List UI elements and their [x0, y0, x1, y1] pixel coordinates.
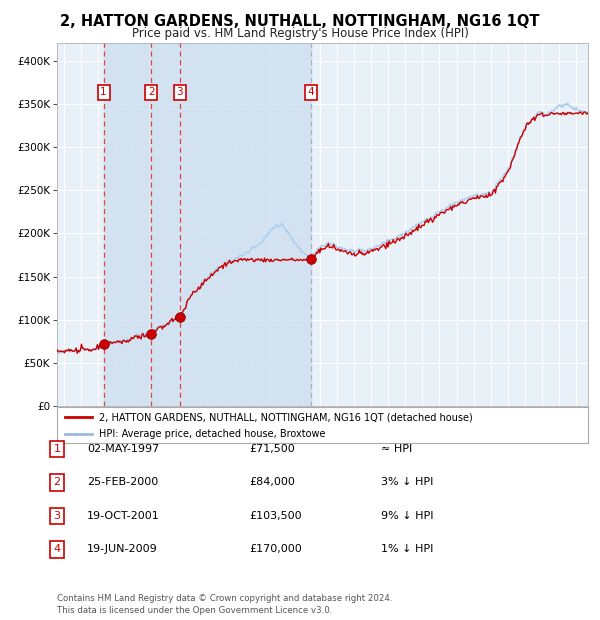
Text: 25-FEB-2000: 25-FEB-2000 — [87, 477, 158, 487]
Text: 2, HATTON GARDENS, NUTHALL, NOTTINGHAM, NG16 1QT (detached house): 2, HATTON GARDENS, NUTHALL, NOTTINGHAM, … — [100, 412, 473, 422]
Text: 1% ↓ HPI: 1% ↓ HPI — [381, 544, 433, 554]
Text: £170,000: £170,000 — [249, 544, 302, 554]
Text: Price paid vs. HM Land Registry's House Price Index (HPI): Price paid vs. HM Land Registry's House … — [131, 27, 469, 40]
Text: 1: 1 — [100, 87, 107, 97]
Text: 9% ↓ HPI: 9% ↓ HPI — [381, 511, 433, 521]
Text: 19-OCT-2001: 19-OCT-2001 — [87, 511, 160, 521]
Text: 3: 3 — [53, 511, 61, 521]
Text: 19-JUN-2009: 19-JUN-2009 — [87, 544, 158, 554]
Text: 2: 2 — [53, 477, 61, 487]
Text: 2, HATTON GARDENS, NUTHALL, NOTTINGHAM, NG16 1QT: 2, HATTON GARDENS, NUTHALL, NOTTINGHAM, … — [60, 14, 540, 29]
Text: 3: 3 — [176, 87, 183, 97]
Text: 4: 4 — [307, 87, 314, 97]
Text: 02-MAY-1997: 02-MAY-1997 — [87, 444, 159, 454]
Text: £71,500: £71,500 — [249, 444, 295, 454]
Text: 2: 2 — [148, 87, 155, 97]
Text: ≈ HPI: ≈ HPI — [381, 444, 412, 454]
Text: Contains HM Land Registry data © Crown copyright and database right 2024.
This d: Contains HM Land Registry data © Crown c… — [57, 594, 392, 615]
Text: £84,000: £84,000 — [249, 477, 295, 487]
Text: 1: 1 — [53, 444, 61, 454]
Bar — [104, 43, 311, 406]
Text: £103,500: £103,500 — [249, 511, 302, 521]
Text: 4: 4 — [53, 544, 61, 554]
Text: 3% ↓ HPI: 3% ↓ HPI — [381, 477, 433, 487]
Text: HPI: Average price, detached house, Broxtowe: HPI: Average price, detached house, Brox… — [100, 428, 326, 438]
